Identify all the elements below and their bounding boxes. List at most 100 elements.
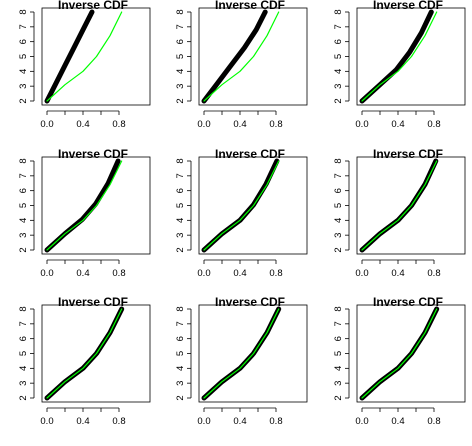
- x-tick-label: 0.0: [40, 268, 53, 279]
- y-tick-label: 8: [18, 158, 29, 163]
- x-tick-label: 0.0: [355, 416, 368, 427]
- y-tick-label: 6: [333, 188, 344, 193]
- series-line-samples: [201, 9, 268, 104]
- y-tick-label: 5: [175, 203, 186, 208]
- y-tick-label: 3: [175, 381, 186, 386]
- series-line-samples: [359, 158, 439, 253]
- y-tick-label: 7: [333, 24, 344, 29]
- x-tick-label: 0.8: [269, 119, 282, 130]
- panel-title: Inverse CDF: [373, 147, 443, 161]
- x-tick-label: 0.0: [40, 119, 53, 130]
- y-tick-label: 3: [18, 233, 29, 238]
- y-tick-label: 5: [18, 351, 29, 356]
- x-tick-label: 0.0: [197, 119, 210, 130]
- x-tick-label: 0.0: [355, 268, 368, 279]
- y-tick-label: 8: [175, 158, 186, 163]
- y-tick-label: 8: [18, 306, 29, 311]
- panel-title: Inverse CDF: [215, 0, 285, 12]
- y-tick-label: 3: [333, 233, 344, 238]
- y-tick-label: 7: [18, 321, 29, 326]
- series-line-reference: [203, 11, 280, 102]
- panel-title: Inverse CDF: [58, 147, 128, 161]
- series-line-samples: [44, 158, 121, 253]
- plot-frame: [356, 7, 466, 106]
- y-tick-label: 8: [333, 158, 344, 163]
- x-tick-label: 0.4: [76, 416, 89, 427]
- y-tick-label: 8: [333, 9, 344, 14]
- series-line-reference: [46, 160, 123, 251]
- x-tick-label: 0.8: [112, 119, 125, 130]
- y-tick-label: 8: [175, 306, 186, 311]
- panel-5: 0.0 0.4 0.8 2 3 4 5 6 7 8 Inverse CDF: [175, 147, 308, 279]
- y-tick-label: 3: [175, 233, 186, 238]
- series-line-samples: [201, 158, 280, 253]
- panel-9: 0.0 0.4 0.8 2 3 4 5 6 7 8 Inverse CDF: [333, 295, 466, 427]
- x-tick-label: 0.4: [233, 268, 246, 279]
- y-tick-label: 8: [333, 306, 344, 311]
- y-tick-label: 4: [175, 69, 186, 74]
- y-tick-label: 5: [18, 54, 29, 59]
- y-tick-label: 7: [175, 173, 186, 178]
- y-tick-label: 7: [333, 321, 344, 326]
- plot-frame: [198, 156, 308, 255]
- y-tick-label: 5: [333, 54, 344, 59]
- x-tick-label: 0.4: [391, 268, 404, 279]
- x-tick-label: 0.8: [427, 268, 440, 279]
- panel-7: 0.0 0.4 0.8 2 3 4 5 6 7 8 Inverse CDF: [18, 295, 151, 427]
- x-tick-label: 0.4: [391, 416, 404, 427]
- panel-title: Inverse CDF: [58, 295, 128, 309]
- y-tick-label: 6: [333, 336, 344, 341]
- panel-3: 0.0 0.4 0.8 2 3 4 5 6 7 8 Inverse CDF: [333, 0, 466, 130]
- y-tick-label: 6: [18, 39, 29, 44]
- panel-title: Inverse CDF: [58, 0, 128, 12]
- panel-8: 0.0 0.4 0.8 2 3 4 5 6 7 8 Inverse CDF: [175, 295, 308, 427]
- y-tick-label: 4: [18, 366, 29, 371]
- plot-frame: [356, 304, 466, 403]
- x-tick-label: 0.8: [427, 416, 440, 427]
- y-tick-label: 6: [175, 336, 186, 341]
- x-tick-label: 0.4: [233, 119, 246, 130]
- y-tick-label: 6: [18, 188, 29, 193]
- series-line-samples: [44, 306, 125, 401]
- x-tick-label: 0.0: [355, 119, 368, 130]
- x-tick-label: 0.4: [76, 119, 89, 130]
- plot-frame: [41, 7, 151, 106]
- y-tick-label: 6: [175, 188, 186, 193]
- y-tick-label: 2: [175, 247, 186, 252]
- y-tick-label: 2: [18, 98, 29, 103]
- y-tick-label: 5: [333, 351, 344, 356]
- panel-title: Inverse CDF: [215, 295, 285, 309]
- y-tick-label: 6: [175, 39, 186, 44]
- y-tick-label: 7: [333, 173, 344, 178]
- y-tick-label: 3: [333, 84, 344, 89]
- y-tick-label: 5: [333, 203, 344, 208]
- y-tick-label: 5: [175, 351, 186, 356]
- series-line-samples: [359, 306, 440, 401]
- y-tick-label: 4: [175, 366, 186, 371]
- x-tick-label: 0.8: [112, 268, 125, 279]
- panel-1: 0.0 0.4 0.8 2 3 4 5 6 7 8 Inverse CDF: [18, 0, 151, 130]
- y-tick-label: 4: [18, 218, 29, 223]
- y-tick-label: 7: [18, 173, 29, 178]
- series-line-samples: [201, 306, 282, 401]
- y-tick-label: 8: [175, 9, 186, 14]
- y-tick-label: 6: [18, 336, 29, 341]
- y-tick-label: 2: [18, 395, 29, 400]
- series-line-reference: [46, 308, 123, 399]
- y-tick-label: 2: [18, 247, 29, 252]
- series-line-reference: [361, 308, 438, 399]
- y-tick-label: 8: [18, 9, 29, 14]
- y-tick-label: 3: [18, 84, 29, 89]
- x-tick-label: 0.4: [76, 268, 89, 279]
- y-tick-label: 2: [333, 395, 344, 400]
- series-line-reference: [203, 160, 280, 251]
- y-tick-label: 4: [175, 218, 186, 223]
- x-tick-label: 0.8: [112, 416, 125, 427]
- panel-6: 0.0 0.4 0.8 2 3 4 5 6 7 8 Inverse CDF: [333, 147, 466, 279]
- y-tick-label: 3: [175, 84, 186, 89]
- series-line-samples: [359, 9, 434, 104]
- y-tick-label: 3: [333, 381, 344, 386]
- y-tick-label: 7: [175, 321, 186, 326]
- plot-frame: [356, 156, 466, 255]
- y-tick-label: 2: [333, 98, 344, 103]
